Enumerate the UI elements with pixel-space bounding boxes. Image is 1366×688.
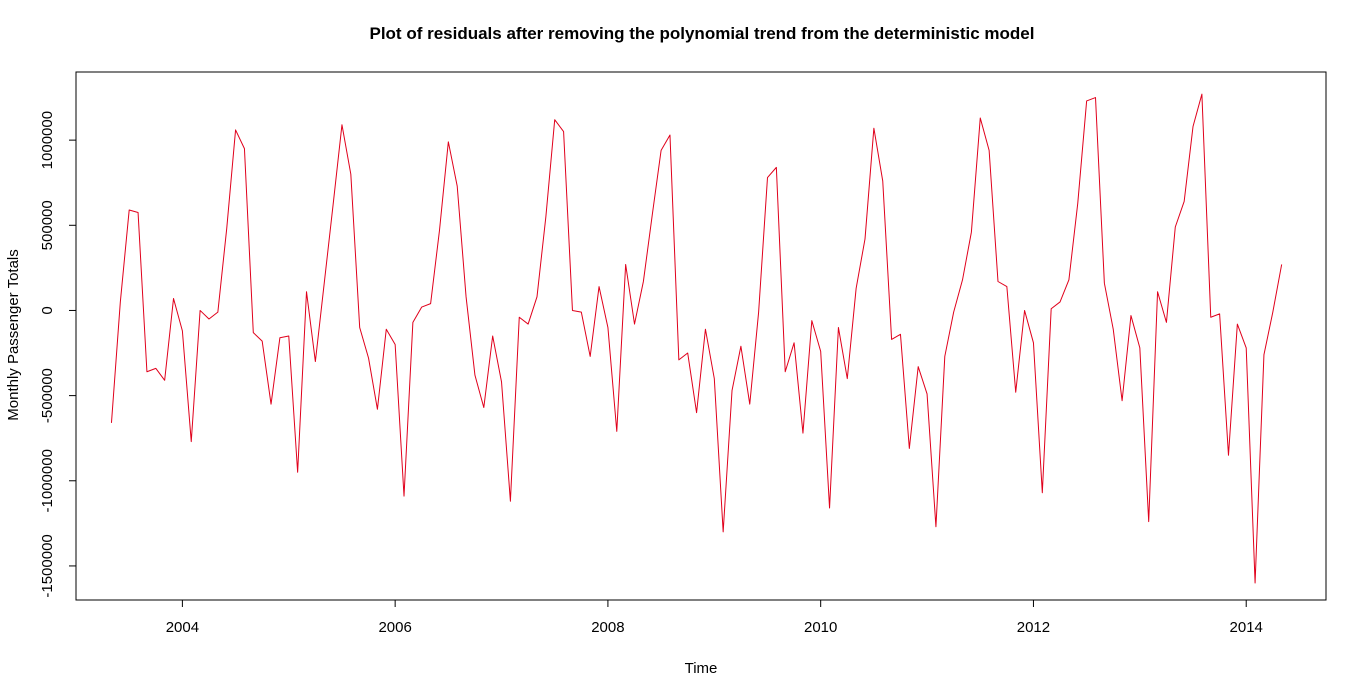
y-tick-label: -500000: [39, 368, 56, 423]
x-tick-label: 2012: [1017, 619, 1050, 636]
y-tick-label: 1000000: [39, 111, 56, 169]
x-axis-label: Time: [685, 660, 718, 677]
plot-frame: [75, 71, 1327, 601]
chart-title: Plot of residuals after removing the pol…: [369, 24, 1034, 43]
y-axis-label: Monthly Passenger Totals: [5, 249, 22, 420]
y-tick-label: 500000: [39, 200, 56, 250]
x-tick-label: 2010: [804, 619, 837, 636]
x-tick-label: 2004: [166, 619, 199, 636]
y-tick-label: 0: [39, 306, 56, 314]
series-layer: [110, 93, 1283, 584]
x-axis: 2004 2006 2008 2010 2012 2014: [166, 599, 1263, 636]
x-tick-label: 2006: [378, 619, 411, 636]
residual-series-line: [110, 93, 1283, 584]
x-tick-label: 2008: [591, 619, 624, 636]
y-tick-label: -1500000: [39, 534, 56, 597]
x-tick-label: 2014: [1230, 619, 1263, 636]
y-axis: -1500000 -1000000 -500000 0 500000 1000000: [39, 111, 77, 598]
y-tick-label: -1000000: [39, 449, 56, 512]
